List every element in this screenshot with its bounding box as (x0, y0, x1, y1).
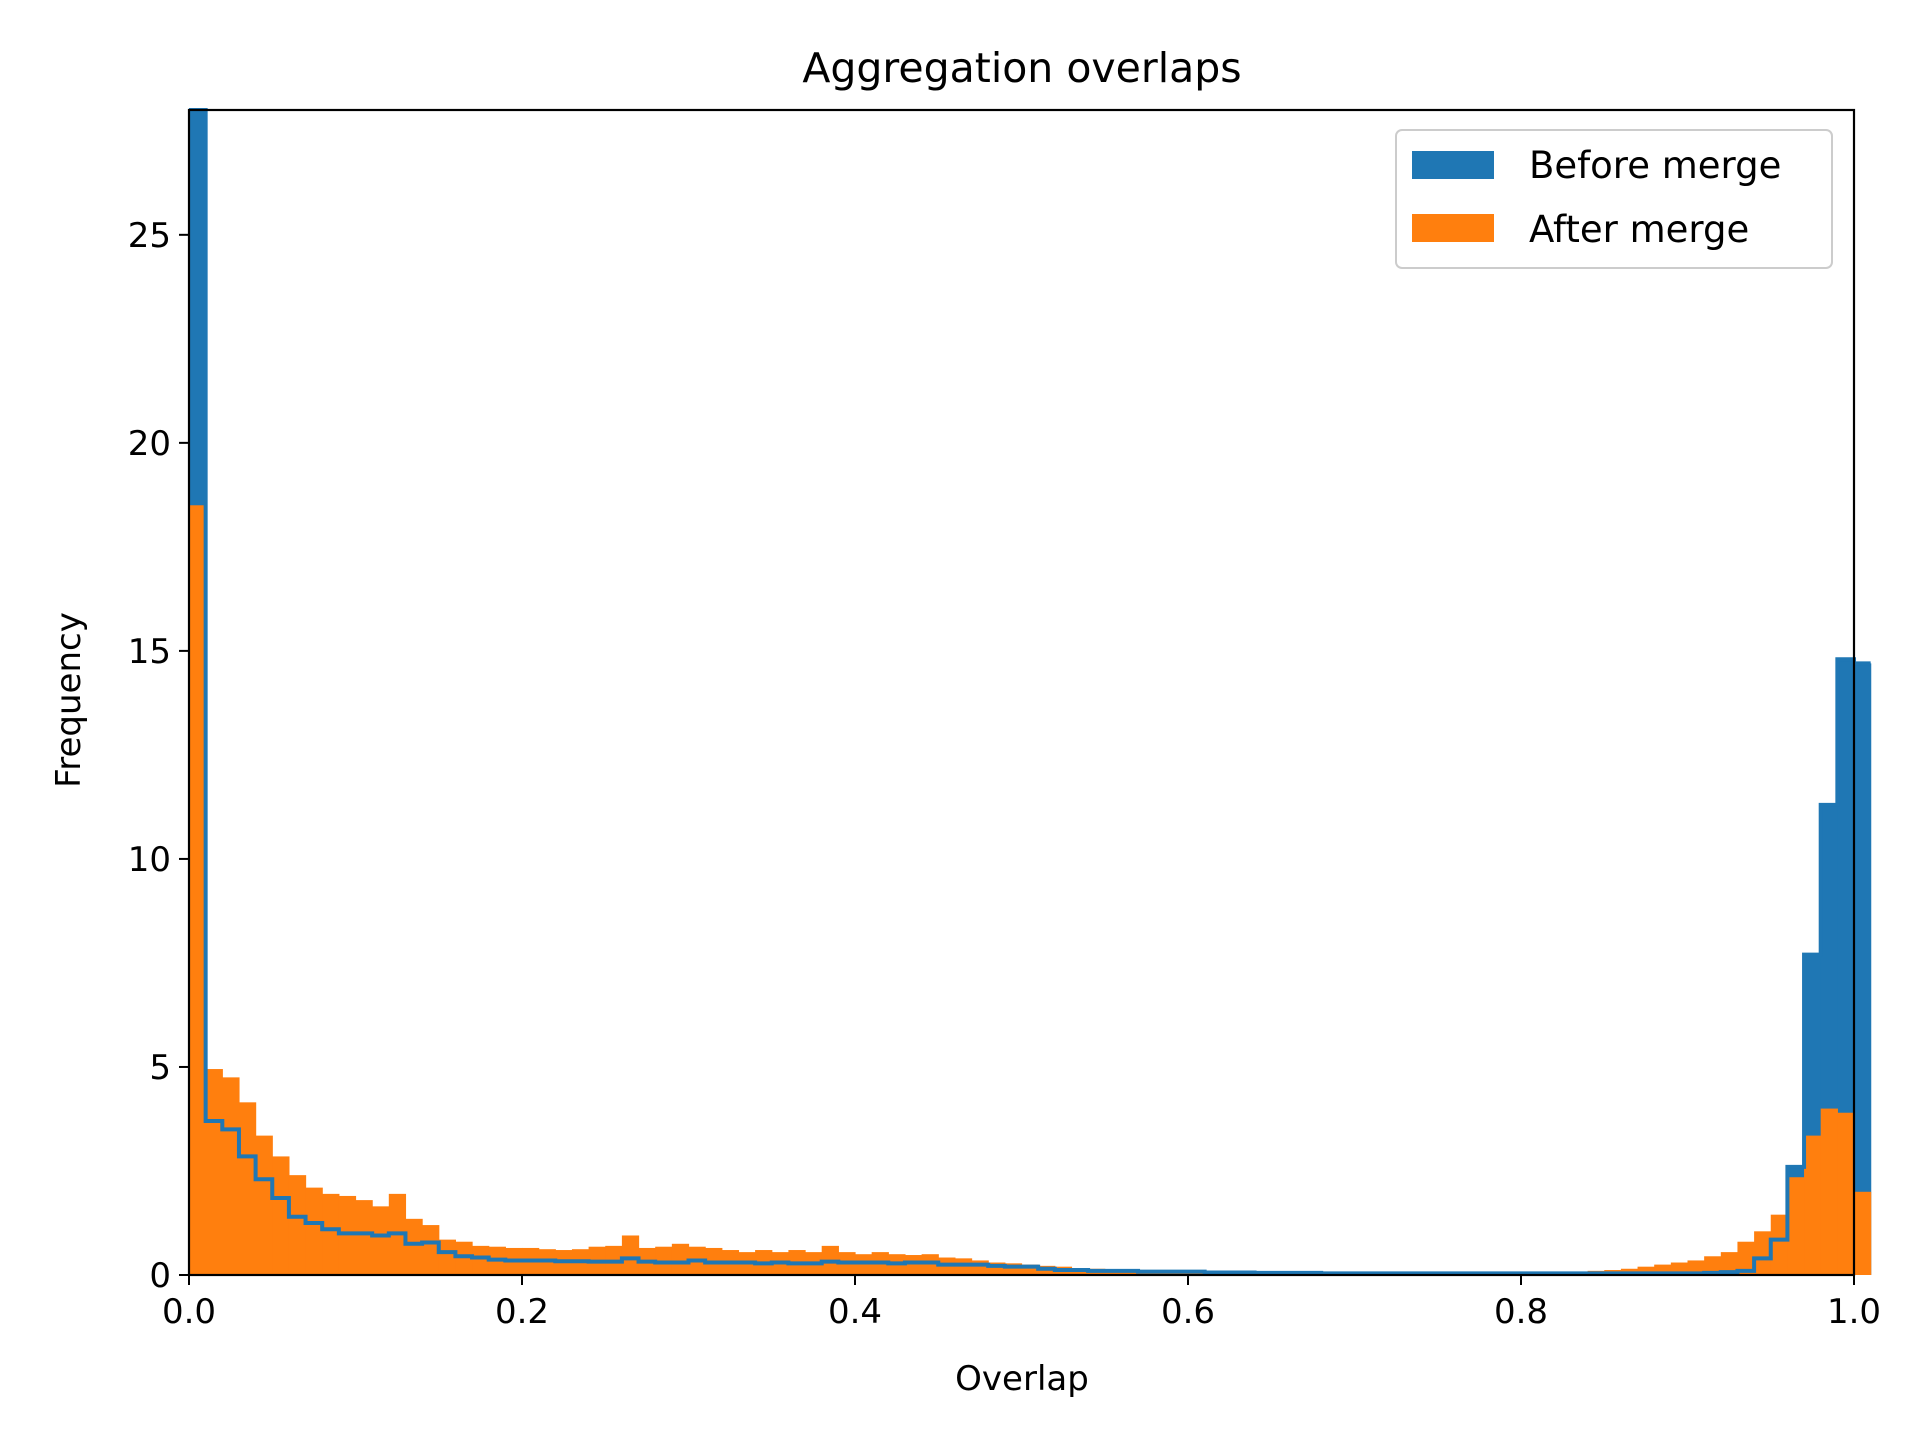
legend-box (1395, 129, 1833, 269)
after-merge-bar (189, 505, 207, 1276)
after-merge-bar (621, 1235, 640, 1275)
chart-title: Aggregation overlaps (802, 44, 1241, 92)
after-merge-bar (1021, 1264, 1039, 1275)
legend-swatch-before-merge (1412, 151, 1494, 179)
after-merge-bar (472, 1245, 490, 1275)
after-merge-bar (438, 1239, 456, 1275)
y-tick-label: 25 (128, 216, 171, 256)
x-tick-label: 0.2 (495, 1292, 549, 1332)
y-axis-label: Frequency (49, 612, 89, 788)
x-tick-label: 1.0 (1827, 1292, 1881, 1332)
after-merge-bar (338, 1195, 357, 1275)
after-merge-bar (238, 1102, 257, 1275)
after-merge-bar (954, 1258, 973, 1275)
legend-swatch-after-merge (1412, 214, 1494, 242)
before-merge-step-outline (189, 108, 1871, 1276)
y-tick-label: 10 (128, 840, 171, 880)
after-merge-bar (855, 1254, 873, 1275)
y-tick-label: 20 (128, 424, 171, 464)
legend-label-before-merge: Before merge (1529, 144, 1781, 187)
legend: Before merge After merge (1395, 129, 1833, 269)
after-merge-bar (1804, 1135, 1822, 1275)
after-merge-bar (1837, 1112, 1855, 1275)
x-axis-label: Overlap (955, 1359, 1089, 1399)
after-merge-bar (405, 1218, 423, 1275)
after-merge-bar (455, 1241, 473, 1275)
after-merge-bar (1720, 1252, 1739, 1275)
after-merge-bar (904, 1255, 923, 1275)
y-tick-label: 0 (149, 1256, 171, 1296)
after-merge-bar (222, 1077, 240, 1275)
after-merge-bar (1854, 1191, 1872, 1275)
x-tick-label: 0.0 (162, 1292, 216, 1332)
legend-label-after-merge: After merge (1529, 208, 1749, 251)
after-merge-bar (1004, 1263, 1023, 1275)
x-tick-label: 0.8 (1494, 1292, 1548, 1332)
after-merge-bar (1770, 1214, 1788, 1275)
after-merge-bar (272, 1156, 290, 1275)
y-axis: 0 5 10 15 20 25 (128, 216, 189, 1296)
after-merge-bar (288, 1175, 307, 1275)
x-axis: 0.0 0.2 0.4 0.6 0.8 1.0 (162, 1275, 1881, 1332)
after-merge-bar (1654, 1264, 1672, 1275)
after-merge-bar (1737, 1241, 1755, 1275)
x-tick-label: 0.4 (828, 1292, 882, 1332)
x-tick-label: 0.6 (1161, 1292, 1215, 1332)
after-merge-bar (921, 1254, 939, 1275)
after-merge-bar (1704, 1256, 1722, 1275)
after-merge-bar (372, 1206, 390, 1275)
y-tick-label: 15 (128, 632, 171, 672)
after-merge-bar (422, 1225, 440, 1275)
after-merge-bar (355, 1200, 373, 1275)
before-merge-bar (1854, 663, 1872, 1275)
after-merge-bar (322, 1193, 340, 1275)
after-merge-bar (1787, 1177, 1805, 1275)
after-merge-bar (1820, 1108, 1838, 1275)
plot-frame (187, 108, 1856, 1277)
y-tick-label: 5 (149, 1048, 171, 1088)
after-merge-bar (1754, 1231, 1772, 1275)
after-merge-bar (1637, 1266, 1655, 1275)
after-merge-bar (205, 1069, 223, 1275)
after-merge-bar (255, 1135, 273, 1275)
after-merge-bar (305, 1187, 323, 1275)
after-merge-bar (671, 1243, 690, 1275)
